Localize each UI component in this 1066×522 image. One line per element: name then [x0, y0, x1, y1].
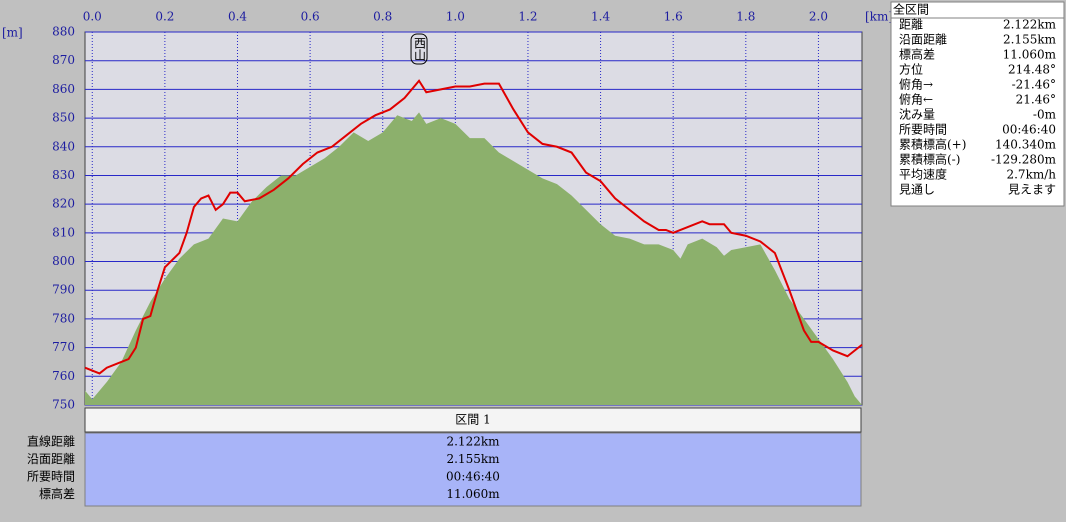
panel-value: -21.46° — [1012, 78, 1056, 92]
section-value: 2.155km — [446, 452, 500, 466]
panel-label: 距離 — [899, 18, 923, 32]
panel-label: 沈み量 — [899, 107, 935, 122]
x-tick-label: 0.8 — [373, 10, 392, 24]
y-tick-label: 870 — [52, 53, 75, 67]
section-body — [84, 432, 862, 507]
y-tick-label: 860 — [52, 82, 75, 96]
panel-value: 140.340m — [995, 138, 1057, 152]
panel-label: 俯角→ — [899, 77, 933, 92]
route-line — [84, 79, 863, 375]
y-tick-label: 800 — [52, 254, 75, 268]
x-tick-label: 1.8 — [736, 10, 755, 24]
summary-panel — [890, 1, 1065, 207]
x-tick-label: 1.4 — [591, 10, 610, 24]
panel-label: 標高差 — [899, 47, 935, 62]
panel-label: 平均速度 — [899, 167, 947, 182]
panel-label: 所要時間 — [899, 123, 947, 137]
section-label: 所要時間 — [27, 470, 75, 484]
y-tick-label: 750 — [52, 398, 75, 412]
panel-value: 2.155km — [1003, 33, 1057, 47]
panel-value: -0m — [1033, 108, 1057, 122]
x-tick-label: 0.6 — [301, 10, 320, 24]
panel-label: 沿面距離 — [899, 33, 947, 47]
x-tick-label: 0.0 — [83, 10, 102, 24]
x-tick-label: 2.0 — [809, 10, 828, 24]
y-tick-label: 820 — [52, 197, 75, 211]
x-tick-label: 0.2 — [155, 10, 174, 24]
section-label: 直線距離 — [27, 434, 75, 449]
annotation: 西山 — [413, 37, 427, 61]
section-header: 区間 1 — [455, 413, 490, 427]
panel-label: 累積標高(-) — [899, 152, 960, 167]
panel-value: 見えます — [1008, 183, 1056, 197]
section-value: 11.060m — [446, 487, 500, 501]
x-axis-label: [km] — [865, 10, 893, 24]
y-tick-label: 770 — [52, 340, 75, 354]
panel-value: 11.060m — [1003, 48, 1057, 62]
x-tick-label: 0.4 — [228, 10, 247, 24]
section-value: 2.122km — [446, 435, 500, 449]
y-tick-label: 880 — [52, 25, 75, 39]
y-tick-label: 790 — [52, 283, 75, 297]
section-label: 沿面距離 — [27, 452, 75, 466]
y-tick-label: 780 — [52, 311, 75, 325]
x-tick-label: 1.0 — [446, 10, 465, 24]
y-tick-label: 840 — [52, 139, 75, 153]
panel-value: 2.122km — [1003, 18, 1057, 32]
section-value: 00:46:40 — [446, 470, 500, 484]
y-axis-label: [m] — [2, 26, 23, 40]
x-tick-label: 1.2 — [518, 10, 537, 24]
panel-value: -129.280m — [991, 153, 1057, 167]
y-tick-label: 810 — [52, 225, 75, 239]
y-tick-label: 760 — [52, 369, 75, 383]
panel-label: 見通し — [899, 183, 935, 197]
panel-label: 方位 — [899, 62, 923, 77]
section-label: 標高差 — [39, 486, 75, 501]
panel-title: 全区間 — [893, 2, 929, 17]
panel-value: 00:46:40 — [1002, 123, 1056, 137]
panel-value: 2.7km/h — [1006, 168, 1056, 182]
y-tick-label: 830 — [52, 168, 75, 182]
panel-value: 214.48° — [1008, 63, 1056, 77]
panel-label: 累積標高(+) — [899, 137, 966, 152]
y-tick-label: 850 — [52, 111, 75, 125]
section-header-box — [84, 407, 862, 433]
panel-label: 俯角← — [899, 92, 933, 107]
annotation-box — [410, 33, 428, 65]
panel-value: 21.46° — [1016, 93, 1056, 107]
x-tick-label: 1.6 — [664, 10, 683, 24]
